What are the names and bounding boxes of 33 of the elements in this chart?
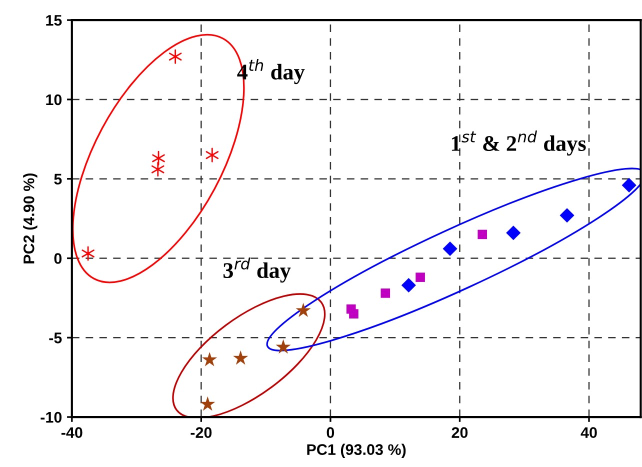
point (276, 339, 291, 354)
y-tick-label: 0 (54, 253, 62, 264)
y-tick-label: -10 (40, 412, 62, 423)
point (296, 302, 311, 318)
point (200, 396, 216, 411)
point (168, 49, 182, 64)
x-tick-label: 40 (580, 427, 597, 438)
point (233, 350, 248, 365)
point (206, 148, 219, 162)
point (506, 226, 521, 240)
point (82, 246, 94, 261)
point (202, 352, 218, 366)
point (478, 230, 488, 240)
point (151, 162, 164, 177)
y-tick-label: 10 (46, 94, 62, 106)
annotation: 1$^{st}$ & 2$^{nd}$ days (452, 130, 586, 156)
point (416, 272, 425, 282)
x-axis-title: PC1 (93.03 %) (307, 444, 406, 458)
x-tick-label: -20 (190, 427, 212, 438)
y-tick-label: -5 (49, 332, 62, 344)
point (442, 241, 458, 256)
y-tick-label: 5 (54, 174, 62, 185)
point (349, 309, 358, 318)
y-axis-title: PC2 (4.90 %) (23, 173, 38, 264)
point (560, 208, 574, 223)
x-tick-label: 20 (452, 427, 468, 438)
point (622, 178, 636, 192)
annotation: 3$^{rd}$ day (223, 257, 291, 283)
point (401, 278, 416, 293)
x-tick-label: 0 (326, 427, 334, 438)
x-tick-label: -40 (61, 427, 82, 438)
point (380, 288, 390, 298)
y-tick-label: 15 (46, 15, 62, 26)
